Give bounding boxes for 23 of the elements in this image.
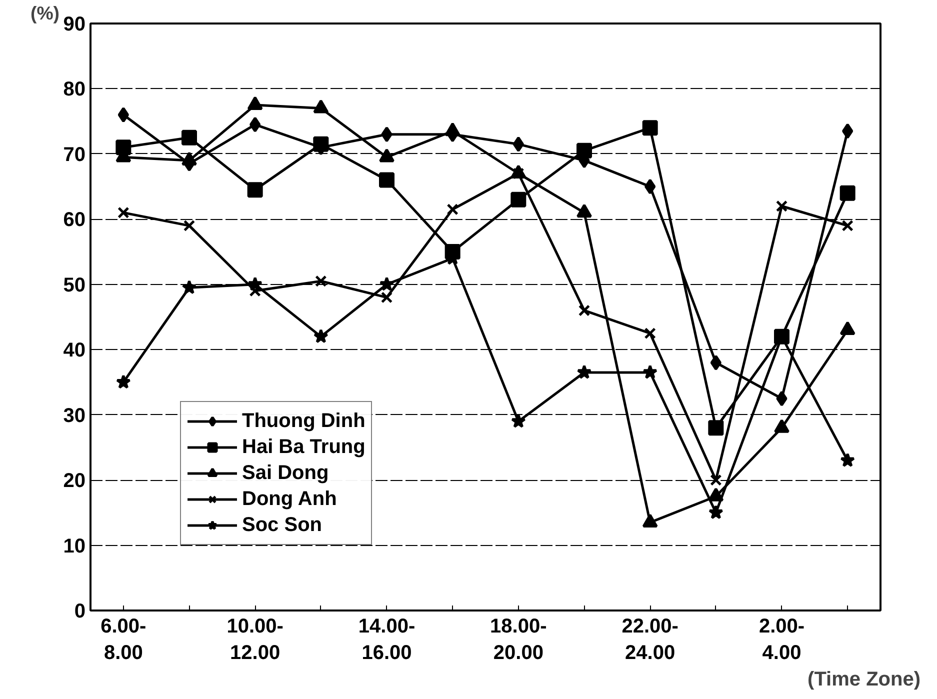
y-axis-title: (%) — [30, 2, 60, 24]
y-tick-label: 70 — [63, 144, 86, 166]
y-tick-label: 20 — [63, 470, 86, 492]
legend-label: Thuong Dinh — [242, 408, 366, 434]
legend-label: Hai Ba Trung — [242, 434, 366, 460]
x-tick-label: 10.00- 12.00 — [226, 616, 284, 664]
y-tick-label: 10 — [63, 535, 86, 558]
y-tick-label: 80 — [63, 78, 86, 101]
x-tick-label: 22.00- 24.00 — [622, 616, 678, 664]
y-tick-label: 30 — [63, 404, 86, 427]
x-tick-label: 18.00- 20.00 — [490, 616, 547, 664]
y-tick-label: 0 — [74, 600, 86, 622]
y-tick-label: 60 — [63, 209, 86, 232]
x-axis-title: (Time Zone) — [808, 668, 920, 690]
y-tick-label: 50 — [63, 274, 86, 296]
legend-label: Dong Anh — [242, 486, 337, 512]
x-tick-label: 2.00- 4.00 — [758, 616, 805, 664]
x-tick-label: 6.00- 8.00 — [100, 616, 146, 664]
legend-label: Sai Dong — [242, 460, 329, 486]
x-tick-label: 14.00- 16.00 — [358, 616, 416, 664]
y-tick-label: 40 — [63, 340, 86, 362]
y-tick-label: 90 — [63, 14, 86, 36]
legend-label: Soc Son — [242, 512, 322, 538]
